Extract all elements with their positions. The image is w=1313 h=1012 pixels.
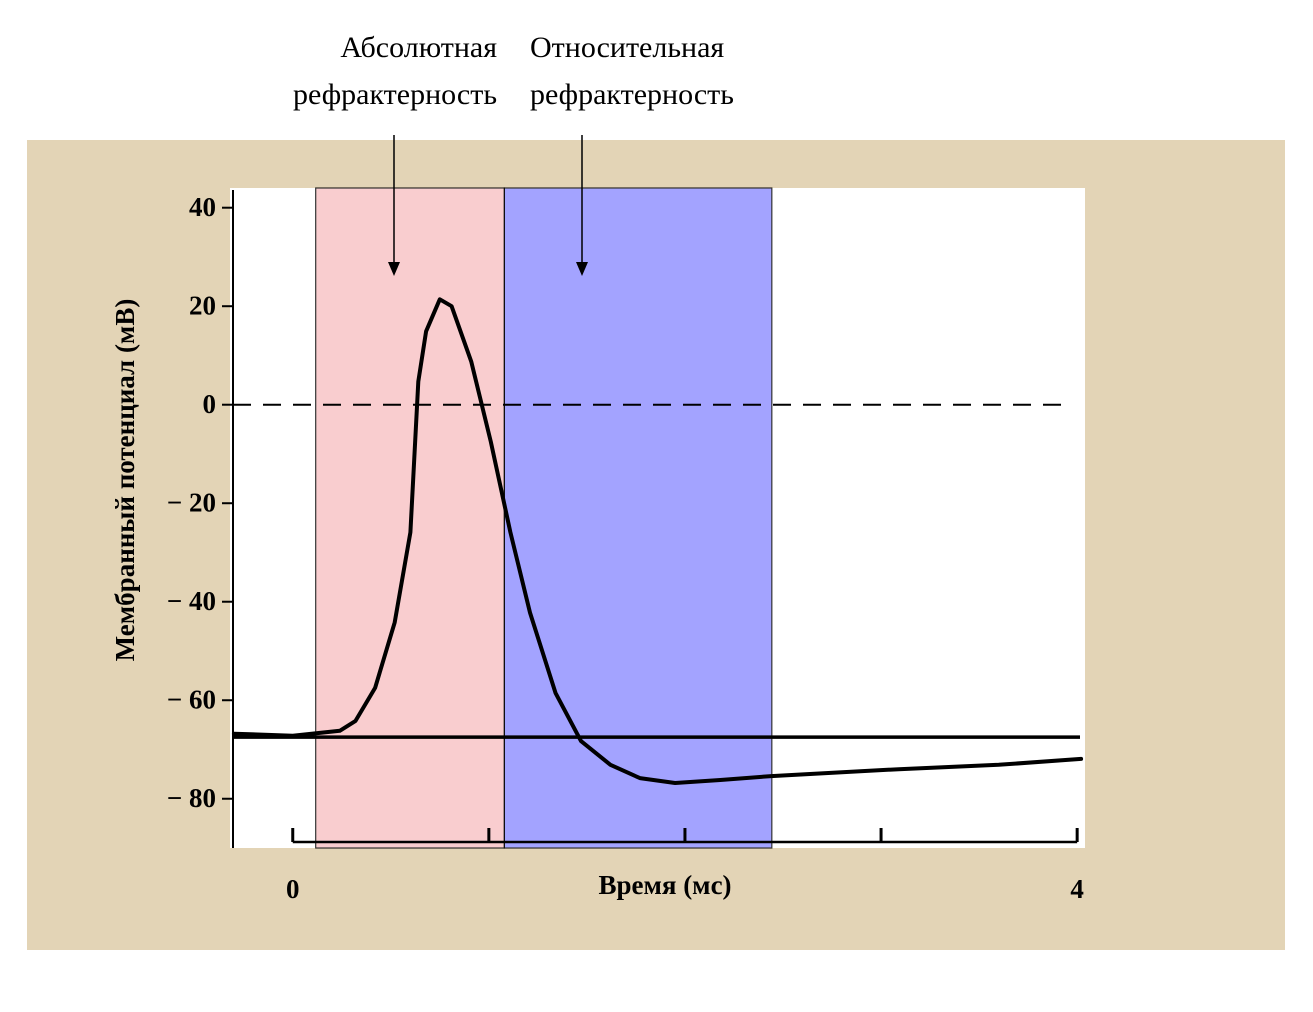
annotation-arrow xyxy=(576,135,588,276)
y-tick-label: − 60 xyxy=(167,684,216,714)
annotation-line: рефрактерность xyxy=(530,78,734,111)
annotation-arrow xyxy=(388,135,400,276)
annotation-line: Относительная xyxy=(530,31,724,64)
refractory-region xyxy=(503,187,773,849)
x-axis-title: Время (мс) xyxy=(598,870,731,900)
refractory-region xyxy=(315,187,505,849)
y-axis-title: Мембранный потенциал (мВ) xyxy=(110,299,140,662)
y-tick-label: − 20 xyxy=(167,487,216,517)
y-tick-label: − 80 xyxy=(167,783,216,813)
y-tick-label: 40 xyxy=(189,192,216,222)
annotation-line: Абсолютная xyxy=(340,31,497,64)
y-tick-label: 20 xyxy=(189,290,216,320)
marks: 40 20 0 − 20 − 40 − 60 − 80 0 4 xyxy=(167,187,1084,904)
x-tick-label: 4 xyxy=(1070,874,1084,904)
y-tick-label: 0 xyxy=(203,389,217,419)
annotation-line: рефрактерность xyxy=(293,78,497,111)
y-tick-label: − 40 xyxy=(167,586,216,616)
x-tick-label: 0 xyxy=(286,874,300,904)
